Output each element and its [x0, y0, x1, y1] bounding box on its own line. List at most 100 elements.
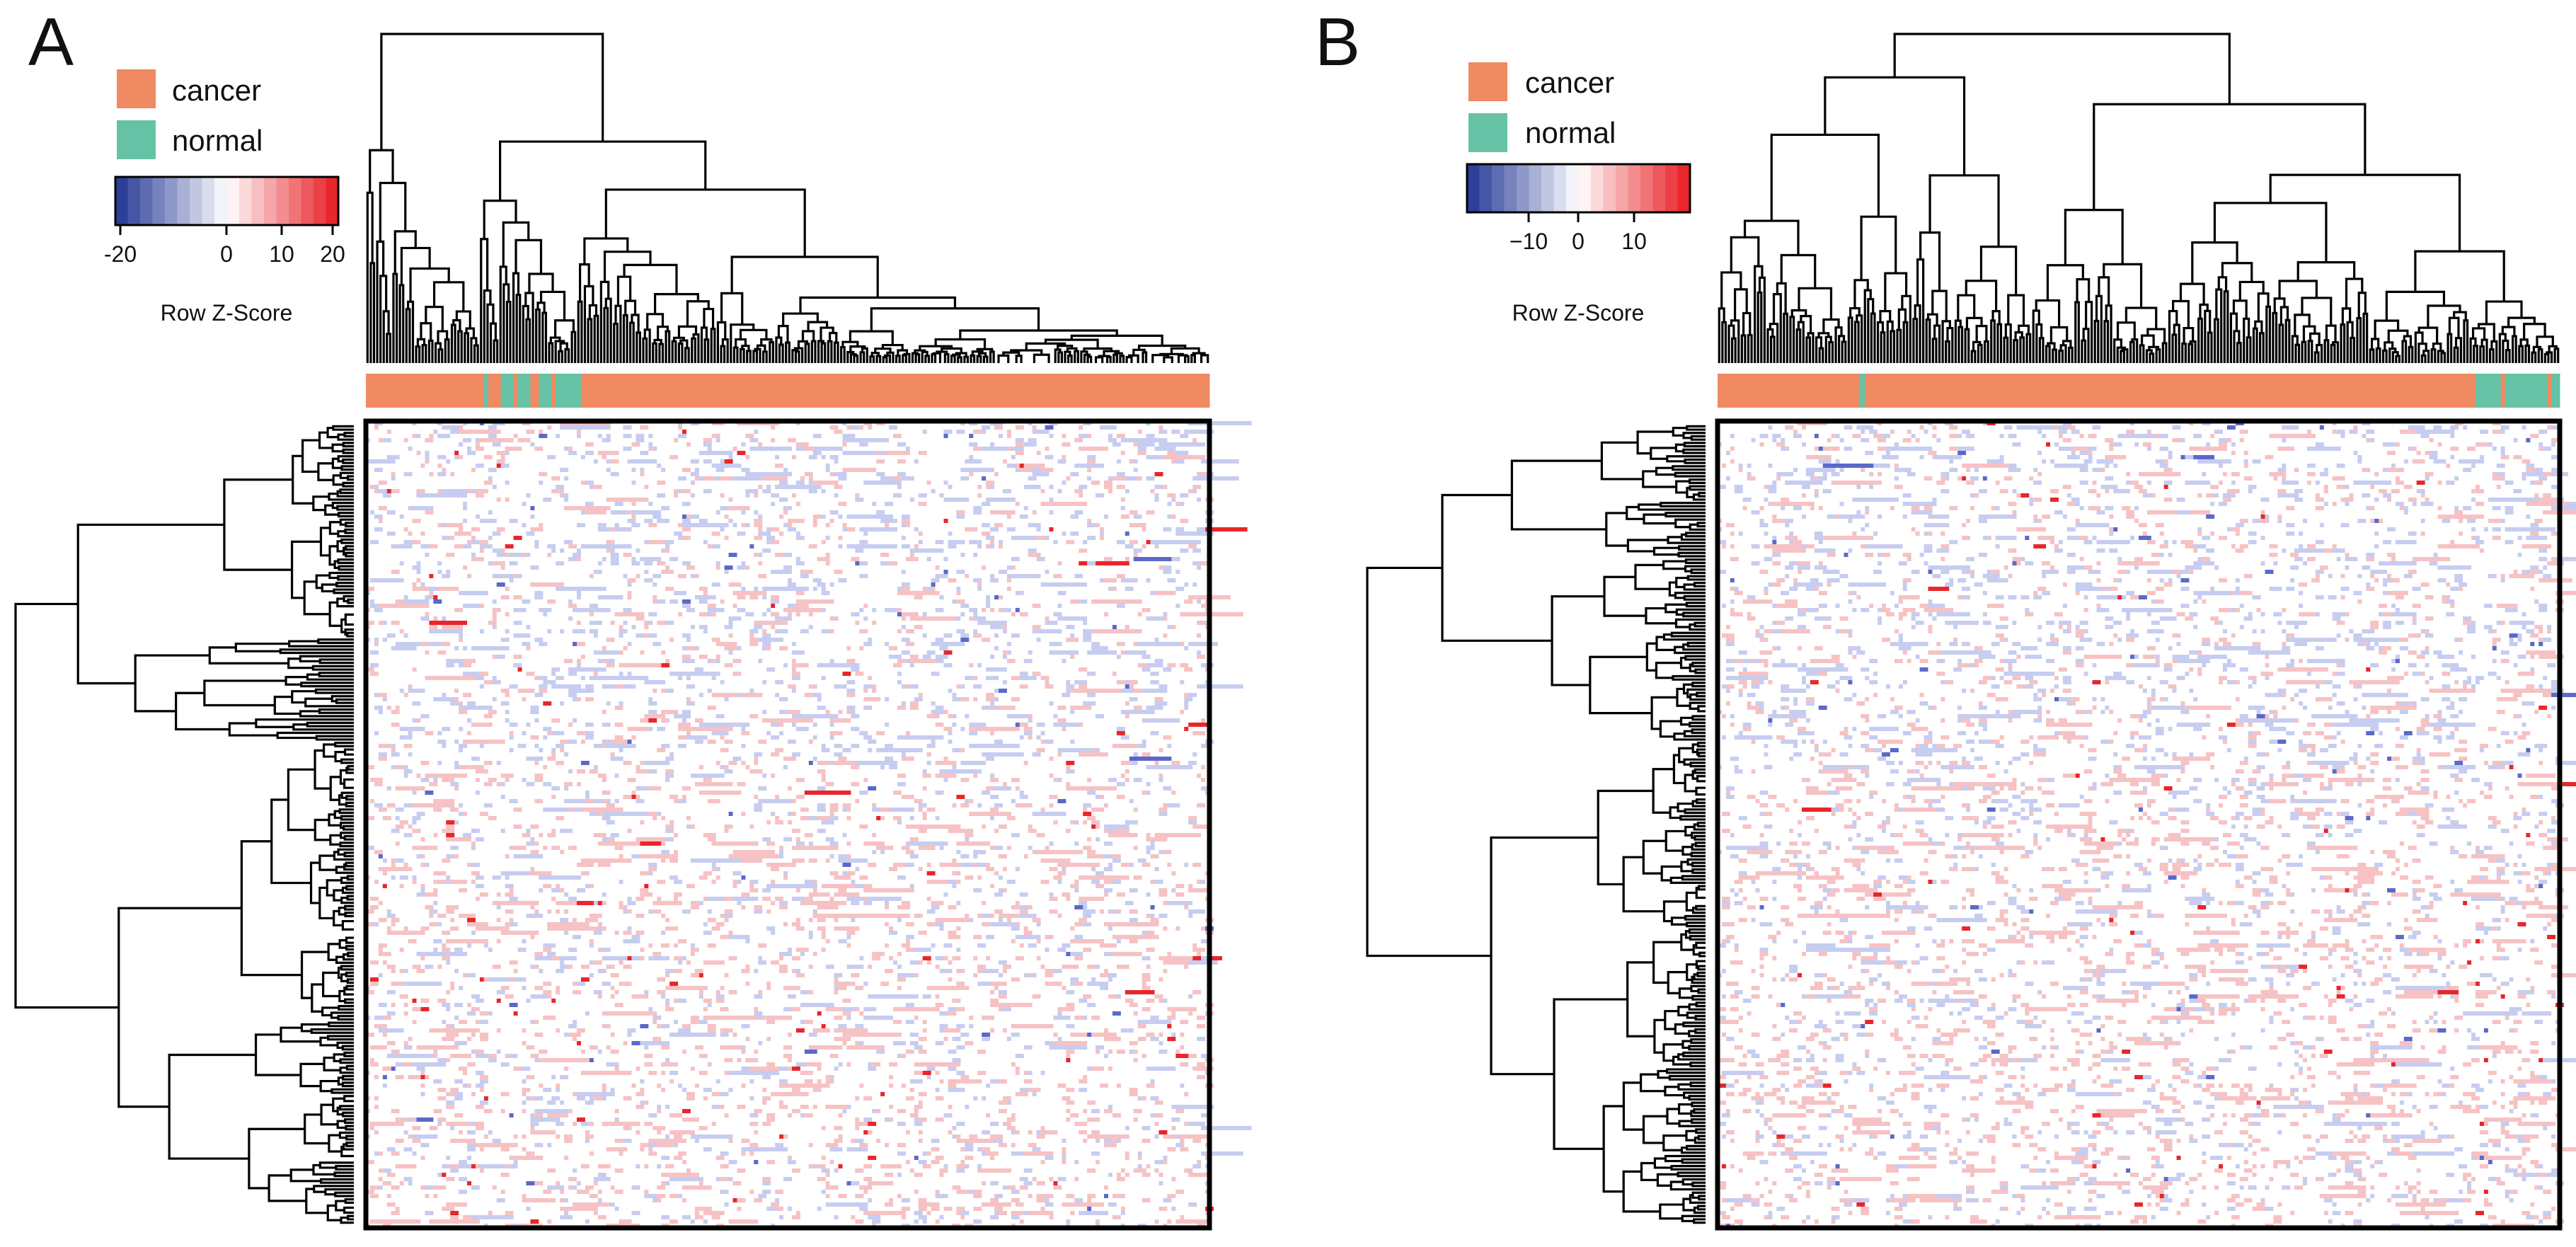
panel-a-heatmap-cell — [1023, 1151, 1054, 1156]
panel-a-heatmap-cell — [960, 684, 965, 689]
panel-a-heatmap-cell — [644, 892, 653, 897]
panel-a-heatmap-cell — [1079, 918, 1083, 922]
panel-a-heatmap-cell — [732, 1045, 742, 1050]
panel-a-heatmap-cell — [366, 922, 374, 926]
panel-a-column-dendrogram-branch — [450, 323, 456, 363]
panel-a-heatmap-cell — [766, 667, 776, 672]
panel-a-heatmap-cell — [412, 829, 421, 833]
panel-a-heatmap-cell — [1066, 786, 1117, 791]
panel-a-heatmap-cell — [682, 727, 733, 731]
panel-a-heatmap-cell — [577, 523, 585, 527]
panel-a-heatmap-cell — [982, 531, 991, 536]
panel-a-column-dendrogram-branch — [1105, 355, 1112, 363]
panel-a-heatmap-cell — [386, 633, 396, 638]
panel-a-row-dendrogram-branch — [344, 998, 354, 1004]
panel-a-heatmap-cell — [724, 476, 763, 481]
panel-a-heatmap-cell — [829, 1185, 839, 1190]
panel-a-heatmap-cell — [1154, 1113, 1163, 1117]
panel-a-heatmap-cell — [1163, 667, 1172, 672]
panel-a-column-dendrogram-branch — [405, 308, 411, 363]
panel-a-heatmap-cell — [661, 841, 666, 846]
panel-a-heatmap-cell — [597, 570, 602, 574]
panel-a-heatmap-cell — [1053, 1185, 1062, 1190]
panel-a-heatmap-cell — [1163, 1156, 1168, 1160]
panel-a-heatmap-cell — [627, 672, 632, 676]
panel-a-heatmap-cell — [1158, 1130, 1168, 1134]
panel-a-heatmap-cell — [556, 1134, 560, 1139]
panel-a-heatmap-cell — [905, 948, 914, 952]
panel-a-heatmap-cell — [737, 531, 746, 536]
panel-a-heatmap-cell — [475, 897, 480, 901]
panel-a-heatmap-cell — [694, 740, 703, 744]
panel-a-heatmap-cell — [1028, 1130, 1033, 1134]
panel-a-heatmap-cell — [1167, 1024, 1172, 1028]
panel-a-heatmap-cell — [602, 791, 606, 795]
panel-a-heatmap-cell — [795, 778, 805, 782]
panel-a-row-dendrogram-branch — [335, 582, 354, 587]
panel-a-heatmap-cell — [749, 714, 759, 718]
panel-a-heatmap-cell — [1045, 846, 1050, 850]
panel-a-row-dendrogram-branch — [339, 1058, 354, 1064]
panel-a-heatmap-cell — [640, 1147, 645, 1151]
panel-a-column-dendrogram-branch — [762, 350, 768, 363]
panel-a-heatmap-cell — [669, 1079, 674, 1084]
panel-a-heatmap-cell — [825, 468, 830, 472]
panel-a-heatmap-cell — [720, 680, 725, 684]
panel-a-heatmap-cell — [728, 812, 733, 816]
panel-a-heatmap-cell — [918, 1207, 927, 1211]
panel-a-column-dendrogram-branch — [382, 310, 390, 363]
panel-a-heatmap-cell — [1112, 442, 1121, 447]
panel-a-heatmap-cell — [1079, 684, 1088, 689]
panel-a-heatmap-cell — [403, 833, 413, 837]
panel-a-heatmap-cell — [762, 1096, 771, 1101]
panel-a-heatmap-cell — [868, 863, 877, 867]
panel-a-heatmap-cell — [791, 969, 796, 973]
panel-a-heatmap-cell — [437, 455, 447, 459]
panel-a-heatmap-cell — [412, 667, 417, 672]
panel-a-heatmap-cell — [1100, 1084, 1108, 1088]
panel-a-color-key-tick-label: 20 — [320, 241, 345, 267]
panel-a-heatmap-cell — [530, 710, 539, 714]
panel-a-heatmap-cell — [703, 1219, 708, 1224]
panel-a-heatmap-cell — [1175, 587, 1185, 591]
panel-a-heatmap-cell — [1079, 599, 1088, 604]
panel-a-heatmap-cell — [825, 1194, 830, 1198]
panel-a-heatmap-cell — [846, 693, 856, 697]
panel-a-heatmap-cell — [999, 540, 1003, 544]
panel-a-row-dendrogram-branch — [345, 936, 354, 944]
panel-a-heatmap-cell — [437, 561, 442, 565]
panel-a-heatmap-cell — [1142, 1198, 1151, 1202]
panel-a-heatmap-cell — [1137, 744, 1146, 748]
panel-a-column-dendrogram-branch — [827, 340, 833, 363]
panel-a-column-dendrogram-branch — [883, 354, 892, 363]
panel-a-heatmap-cell — [791, 1109, 800, 1113]
panel-a-heatmap-cell — [1006, 434, 1011, 438]
panel-a-heatmap-cell — [1015, 901, 1020, 905]
panel-a-heatmap-cell — [982, 922, 991, 926]
panel-a-heatmap-cell — [872, 1219, 881, 1224]
panel-a-heatmap-cell — [893, 791, 902, 795]
panel-a-heatmap-cell — [1171, 430, 1180, 434]
panel-a-heatmap-cell — [463, 531, 471, 536]
panel-a-heatmap-cell — [463, 1215, 471, 1219]
panel-a-heatmap-cell — [711, 544, 720, 548]
panel-a-heatmap-cell — [1116, 574, 1125, 578]
panel-a-heatmap-cell — [614, 1168, 623, 1173]
panel-a-heatmap-cell — [914, 1109, 919, 1113]
panel-a-heatmap-cell — [1108, 1105, 1112, 1109]
panel-a-heatmap-cell — [682, 1024, 691, 1028]
panel-a-heatmap-cell — [804, 693, 813, 697]
panel-a-heatmap-cell — [1175, 892, 1185, 897]
panel-a-heatmap-cell — [918, 1198, 927, 1202]
panel-a-heatmap-cell — [395, 1054, 400, 1058]
panel-a-column-dendrogram-branch — [801, 330, 815, 342]
panel-a-heatmap-cell — [522, 1147, 527, 1151]
panel-a-heatmap-cell — [1032, 1092, 1037, 1096]
panel-a-heatmap-cell — [808, 990, 813, 994]
panel-a-column-dendrogram-branch — [791, 349, 799, 363]
panel-a-heatmap-cell — [1032, 430, 1041, 434]
panel-a-heatmap-cell — [619, 880, 623, 884]
panel-a-color-key-swatch — [301, 177, 314, 225]
panel-a-heatmap-cell — [534, 1143, 544, 1147]
panel-a-heatmap-cell — [1133, 1050, 1138, 1054]
